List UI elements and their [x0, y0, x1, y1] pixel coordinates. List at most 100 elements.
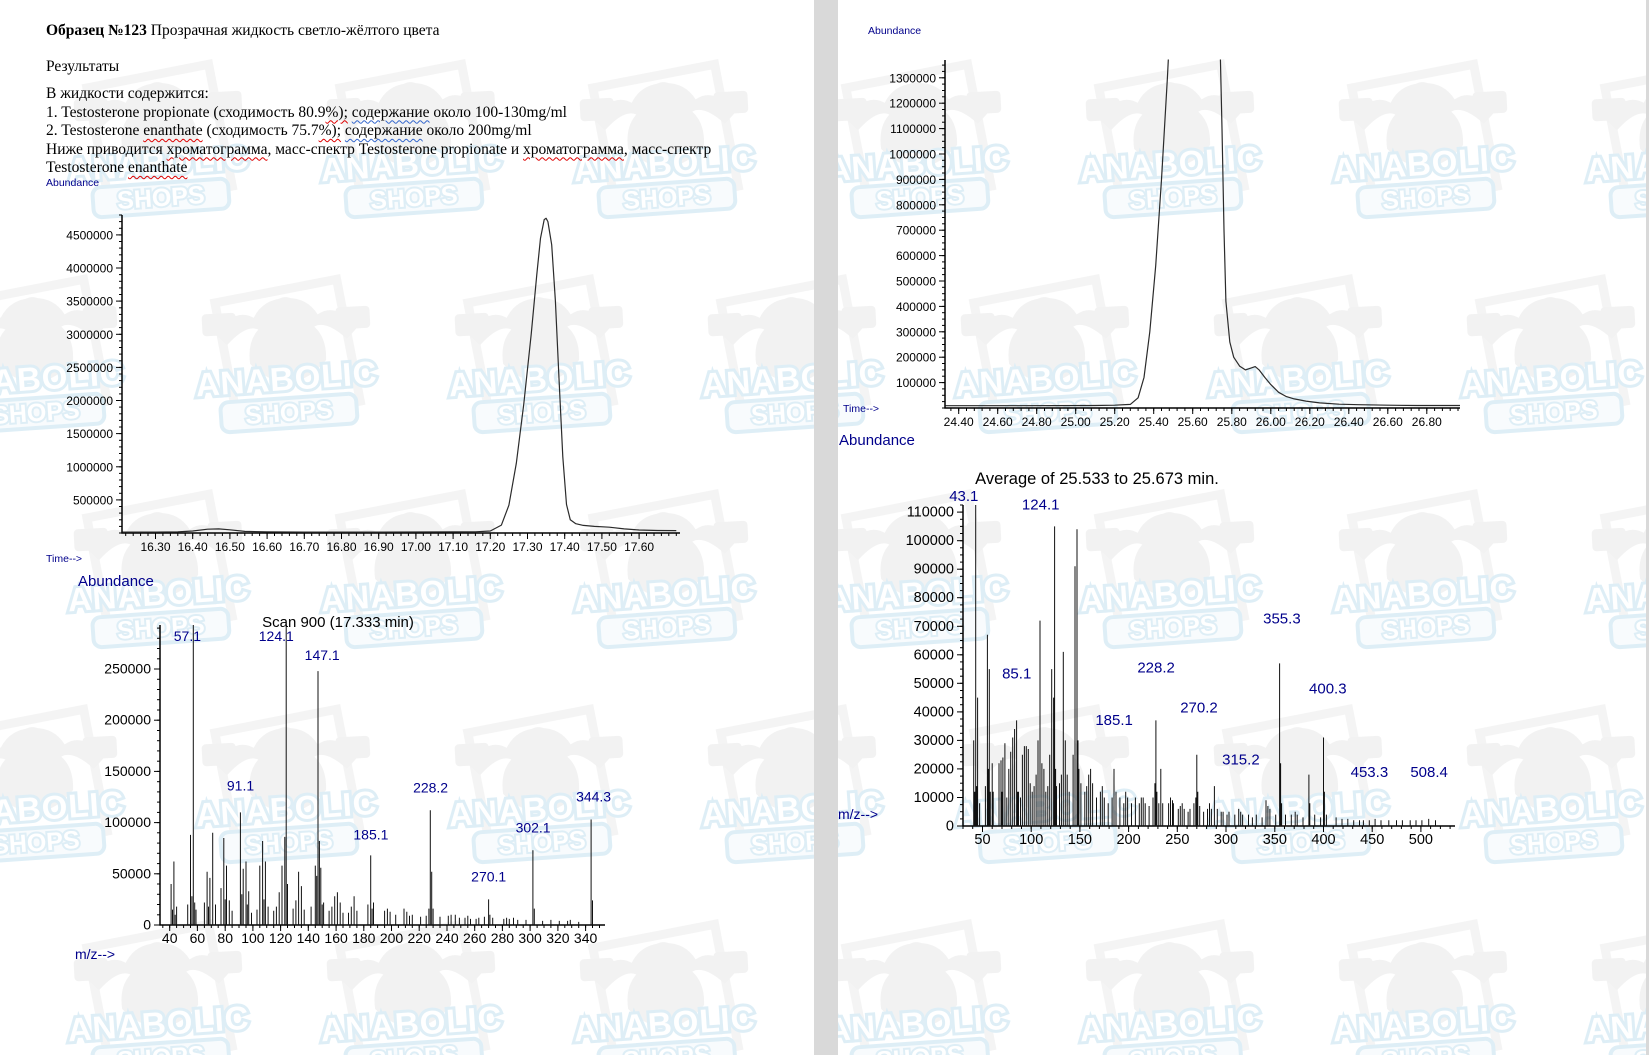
svg-text:26.80: 26.80: [1412, 415, 1442, 429]
peak-label: 43.1: [949, 488, 978, 505]
report-text-line: В жидкости содержится:: [46, 85, 209, 102]
peak-label: 302.1: [516, 819, 551, 835]
svg-text:50000: 50000: [112, 865, 151, 881]
peak-label: 228.2: [413, 779, 448, 795]
svg-text:200000: 200000: [104, 712, 151, 728]
peak-label: 124.1: [1022, 496, 1060, 513]
svg-text:4000000: 4000000: [66, 262, 113, 276]
peak-label: 85.1: [1002, 665, 1031, 682]
report-text-line: Результаты: [46, 57, 120, 75]
axis-label-time-chrom2: Time-->: [843, 403, 880, 415]
svg-text:100: 100: [1019, 832, 1043, 848]
svg-text:350: 350: [1263, 832, 1287, 848]
svg-text:40000: 40000: [914, 704, 954, 720]
svg-text:26.40: 26.40: [1334, 415, 1364, 429]
svg-text:16.80: 16.80: [326, 540, 356, 554]
peak-label: 508.4: [1410, 764, 1448, 781]
svg-text:1300000: 1300000: [889, 71, 936, 85]
svg-text:200: 200: [1116, 832, 1140, 848]
svg-text:150: 150: [1068, 832, 1092, 848]
peak-label: 355.3: [1263, 610, 1301, 627]
svg-text:300000: 300000: [896, 325, 936, 339]
svg-text:300: 300: [518, 930, 542, 946]
svg-text:3500000: 3500000: [66, 295, 113, 309]
svg-text:220: 220: [408, 930, 432, 946]
svg-text:60000: 60000: [914, 647, 954, 663]
svg-text:800000: 800000: [896, 198, 936, 212]
svg-text:200: 200: [380, 930, 404, 946]
svg-text:17.00: 17.00: [401, 540, 431, 554]
chromatogram-testosterone-enanthate: 24.40 24.60 24.80 25.00 25.20 25.40 25.60 25.80…: [889, 59, 1460, 429]
svg-text:300: 300: [1214, 832, 1238, 848]
chart-title: Average of 25.533 to 25.673 min.: [975, 470, 1219, 488]
axis-label-abundance-chrom2: Abundance: [868, 25, 922, 37]
svg-text:500000: 500000: [73, 493, 113, 507]
svg-text:4500000: 4500000: [66, 228, 113, 242]
svg-text:500: 500: [1409, 832, 1433, 848]
svg-text:26.20: 26.20: [1295, 415, 1325, 429]
svg-text:16.90: 16.90: [364, 540, 394, 554]
svg-text:1200000: 1200000: [889, 97, 936, 111]
report-text-line: 1. Testosterone propionate (сходимость 8…: [46, 103, 567, 121]
svg-text:320: 320: [546, 930, 570, 946]
svg-text:280: 280: [491, 930, 515, 946]
svg-text:1500000: 1500000: [66, 427, 113, 441]
svg-text:450: 450: [1360, 832, 1384, 848]
svg-text:0: 0: [946, 819, 954, 835]
svg-text:25.00: 25.00: [1061, 415, 1091, 429]
peak-label: 270.1: [471, 868, 506, 884]
axis-label-abundance-spec2: Abundance: [839, 432, 915, 449]
svg-text:24.60: 24.60: [983, 415, 1013, 429]
svg-text:70000: 70000: [914, 619, 954, 635]
svg-text:16.50: 16.50: [215, 540, 245, 554]
peak-label: 228.2: [1137, 659, 1175, 676]
svg-text:400: 400: [1311, 832, 1335, 848]
svg-text:400000: 400000: [896, 300, 936, 314]
svg-text:150000: 150000: [104, 763, 151, 779]
svg-text:26.00: 26.00: [1256, 415, 1286, 429]
chart-title: Scan 900 (17.333 min): [262, 614, 414, 631]
svg-text:24.80: 24.80: [1022, 415, 1052, 429]
svg-text:100000: 100000: [104, 814, 151, 830]
peak-label: 185.1: [1095, 712, 1133, 729]
svg-text:30000: 30000: [914, 733, 954, 749]
report-text-line: 2. Testosterone enanthate (сходимость 75…: [46, 122, 532, 139]
svg-text:200000: 200000: [896, 351, 936, 365]
svg-text:100000: 100000: [906, 533, 954, 549]
svg-text:25.20: 25.20: [1100, 415, 1130, 429]
chromatogram-testosterone-propionate: 16.30 16.40 16.50 16.60 16.70 16.80 16.90 17.00…: [66, 214, 680, 554]
svg-text:120: 120: [269, 930, 293, 946]
axis-label-mz-spec2: m/z-->: [838, 806, 879, 822]
peak-label: 270.2: [1180, 700, 1218, 717]
axis-label-time-chrom1: Time-->: [46, 553, 83, 565]
report-text-line: Testosterone enanthate: [46, 159, 188, 176]
svg-text:80: 80: [217, 930, 233, 946]
svg-text:17.40: 17.40: [550, 540, 580, 554]
svg-text:26.60: 26.60: [1373, 415, 1403, 429]
report-text: Образец №123 Прозрачная жидкость светло-…: [46, 22, 746, 178]
svg-text:16.30: 16.30: [140, 540, 170, 554]
report-text-line: Ниже приводится хроматограмма, масс-спек…: [46, 140, 712, 158]
peak-label: 124.1: [259, 628, 294, 644]
svg-text:180: 180: [352, 930, 376, 946]
svg-text:1000000: 1000000: [66, 460, 113, 474]
svg-text:17.10: 17.10: [438, 540, 468, 554]
svg-text:40: 40: [162, 930, 178, 946]
svg-text:80000: 80000: [914, 590, 954, 606]
svg-text:25.80: 25.80: [1217, 415, 1247, 429]
svg-text:2000000: 2000000: [66, 394, 113, 408]
svg-text:100: 100: [241, 930, 265, 946]
peak-label: 185.1: [353, 826, 388, 842]
svg-text:1100000: 1100000: [890, 122, 936, 136]
peak-label: 57.1: [174, 628, 201, 644]
axis-label-abundance-chrom1: Abundance: [46, 177, 100, 189]
svg-text:250: 250: [1165, 832, 1189, 848]
axis-label-mz-spec1: m/z-->: [75, 946, 116, 962]
peak-label: 344.3: [576, 789, 611, 805]
svg-text:160: 160: [324, 930, 348, 946]
peak-label: 91.1: [227, 777, 254, 793]
svg-text:25.40: 25.40: [1139, 415, 1169, 429]
svg-text:24.40: 24.40: [944, 415, 974, 429]
svg-text:17.20: 17.20: [475, 540, 505, 554]
